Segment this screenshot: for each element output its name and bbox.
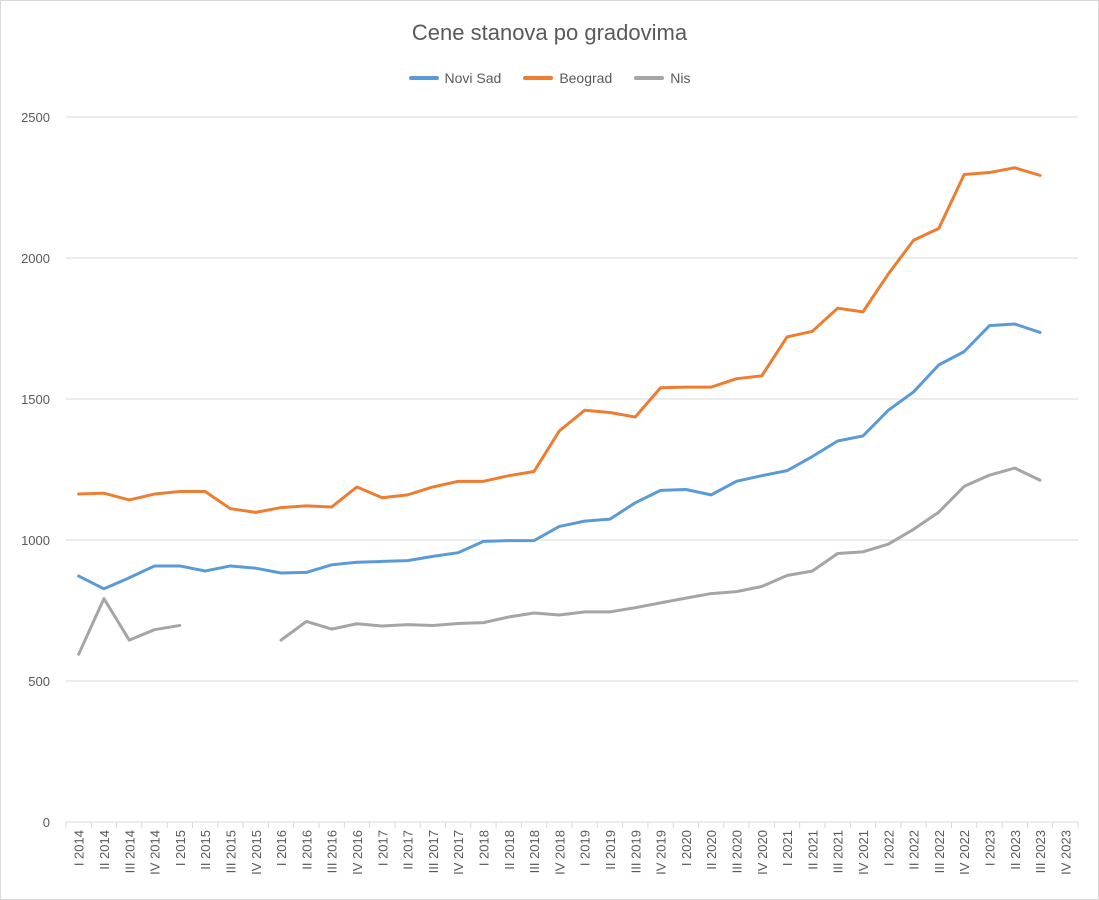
x-tick-label: III 2022 — [932, 830, 947, 873]
x-tick-label: II 2017 — [401, 830, 416, 870]
legend-label: Beograd — [559, 70, 613, 86]
x-tick-label: I 2019 — [578, 830, 593, 866]
x-tick-label: II 2014 — [97, 830, 112, 870]
x-tick-label: I 2022 — [881, 830, 896, 866]
legend-item: Novi Sad — [408, 70, 502, 86]
x-tick-label: II 2015 — [198, 830, 213, 870]
x-tick-label: I 2021 — [780, 830, 795, 866]
x-tick-label: II 2019 — [603, 830, 618, 870]
x-tick-label: III 2019 — [628, 830, 643, 873]
chart-title: Cene stanova po gradovima — [411, 20, 688, 45]
legend-label: Novi Sad — [444, 70, 502, 86]
x-tick-label: I 2018 — [476, 830, 491, 866]
x-tick-label: IV 2020 — [755, 830, 770, 875]
x-tick-label: II 2022 — [907, 830, 922, 870]
x-tick-label: II 2016 — [299, 830, 314, 870]
x-tick-label: I 2020 — [679, 830, 694, 866]
x-tick-label: IV 2018 — [552, 830, 567, 875]
series-line-novi-sad — [77, 322, 1042, 591]
x-tick-label: II 2018 — [502, 830, 517, 870]
y-tick-label: 1500 — [21, 392, 50, 407]
x-tick-label: II 2021 — [805, 830, 820, 870]
y-tick-label: 2000 — [21, 251, 50, 266]
legend-item: Nis — [634, 70, 690, 86]
legend-swatch — [408, 76, 439, 80]
x-tick-label: IV 2014 — [148, 830, 163, 875]
x-tick-label: IV 2019 — [654, 830, 669, 875]
legend-item: Beograd — [523, 70, 612, 86]
x-tick-label: IV 2021 — [856, 830, 871, 875]
legend: Novi Sad Beograd Nis — [0, 70, 1099, 86]
x-tick-label: I 2015 — [173, 830, 188, 866]
x-tick-label: I 2016 — [274, 830, 289, 866]
legend-swatch — [523, 76, 554, 80]
x-tick-label: II 2023 — [1008, 830, 1023, 870]
x-tick-label: I 2023 — [982, 830, 997, 866]
series-line-nis — [279, 466, 1042, 642]
legend-label: Nis — [670, 70, 691, 86]
x-tick-label: IV 2015 — [249, 830, 264, 875]
x-tick-label: III 2018 — [527, 830, 542, 873]
y-tick-label: 2500 — [21, 110, 50, 125]
x-tick-label: IV 2017 — [451, 830, 466, 875]
x-tick-label: III 2015 — [223, 830, 238, 873]
x-tick-label: III 2014 — [122, 830, 137, 873]
x-tick-label: II 2020 — [704, 830, 719, 870]
x-tick-label: III 2017 — [426, 830, 441, 873]
series-line-beograd — [77, 166, 1042, 514]
x-tick-label: I 2017 — [375, 830, 390, 866]
x-tick-label: III 2020 — [729, 830, 744, 873]
x-tick-label: I 2014 — [72, 830, 87, 866]
x-tick-label: III 2016 — [325, 830, 340, 873]
series-line-nis — [77, 597, 182, 656]
x-tick-label: IV 2016 — [350, 830, 365, 875]
x-tick-label: IV 2022 — [957, 830, 972, 875]
x-tick-label: III 2021 — [831, 830, 846, 873]
y-tick-label: 500 — [28, 674, 50, 689]
x-tick-label: III 2023 — [1033, 830, 1048, 873]
y-tick-label: 1000 — [21, 533, 50, 548]
y-tick-label: 0 — [43, 815, 50, 830]
x-tick-label: IV 2023 — [1058, 830, 1073, 875]
legend-swatch — [634, 76, 665, 80]
